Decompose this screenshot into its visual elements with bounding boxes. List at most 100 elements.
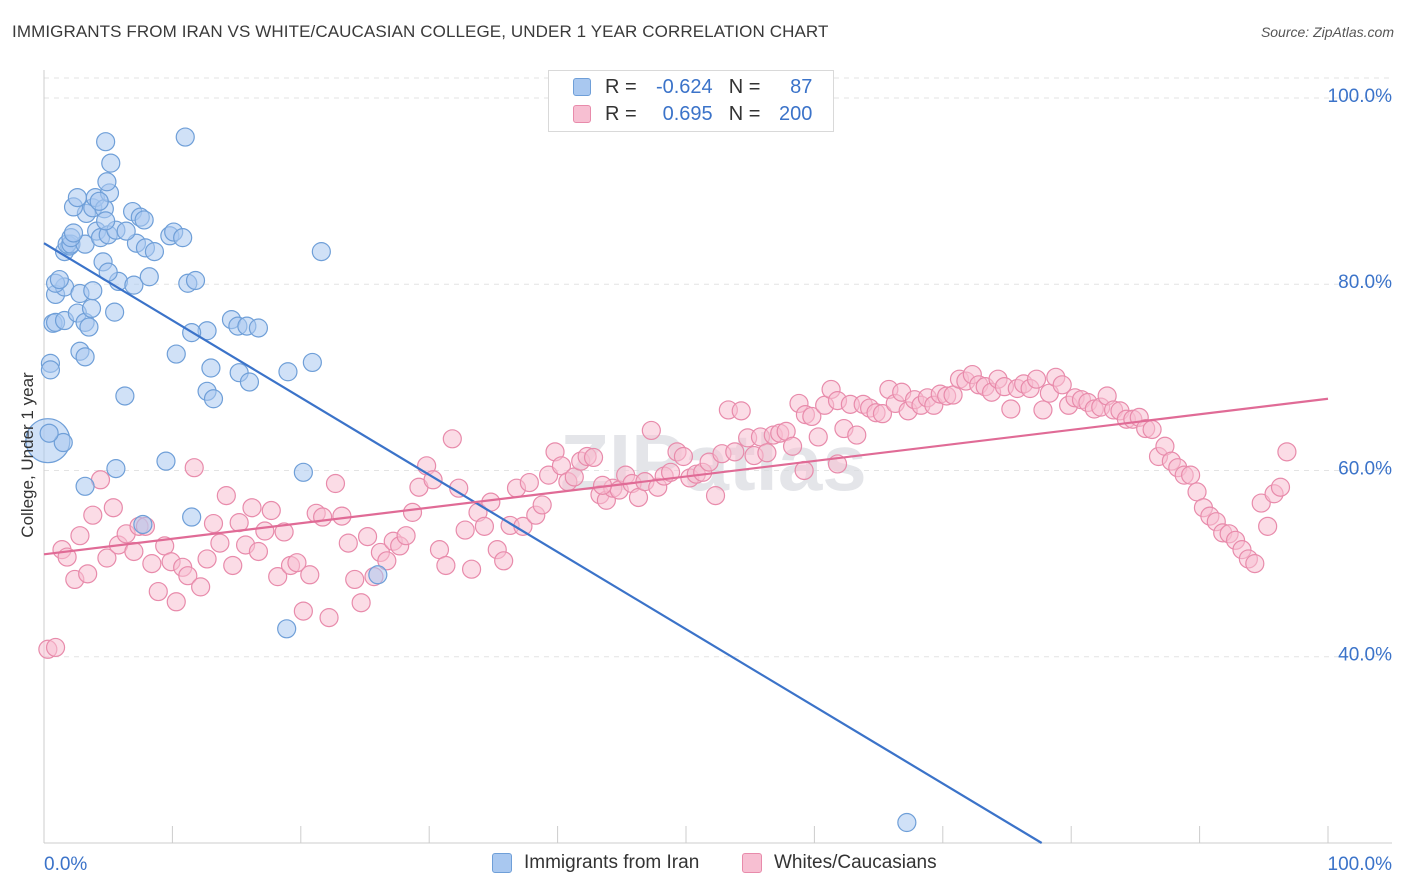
- data-point: [45, 637, 66, 658]
- data-point: [133, 514, 153, 535]
- data-point: [436, 555, 456, 576]
- y-tick-label: 60.0%: [1338, 458, 1392, 479]
- data-point: [67, 187, 87, 208]
- data-point: [519, 472, 539, 493]
- data-point: [345, 569, 365, 590]
- data-point: [142, 554, 162, 574]
- x-tick-label: 0.0%: [44, 854, 87, 875]
- data-point: [79, 317, 99, 337]
- data-point: [63, 223, 84, 243]
- chart-title: IMMIGRANTS FROM IRAN VS WHITE/CAUCASIAN …: [12, 22, 829, 41]
- legend-n-label: N =: [728, 102, 761, 125]
- data-point: [83, 505, 103, 525]
- data-point: [39, 423, 59, 443]
- y-tick-label: 80.0%: [1338, 272, 1392, 293]
- data-point: [210, 533, 230, 553]
- data-point: [1052, 375, 1072, 395]
- data-point: [731, 401, 751, 421]
- data-point: [641, 420, 661, 441]
- data-point: [185, 270, 206, 291]
- data-point: [139, 267, 159, 287]
- data-point: [293, 601, 313, 621]
- data-point: [705, 486, 726, 506]
- data-point: [673, 446, 694, 467]
- data-point: [311, 242, 331, 262]
- data-point: [134, 210, 154, 230]
- data-point: [248, 541, 269, 562]
- data-point: [97, 548, 117, 568]
- data-point: [1251, 493, 1271, 513]
- legend-item-iran: Immigrants from Iran: [492, 852, 699, 874]
- y-tick-label: 100.0%: [1328, 86, 1393, 107]
- data-point: [89, 191, 109, 211]
- data-point: [255, 521, 275, 541]
- trend-line: [43, 397, 1329, 556]
- data-point: [368, 565, 388, 585]
- data-point: [274, 522, 294, 542]
- data-point: [1142, 419, 1162, 440]
- series-immigrants-from-iran: [25, 127, 917, 833]
- data-point: [261, 500, 281, 521]
- data-point: [442, 429, 462, 449]
- legend-label-iran: Immigrants from Iran: [524, 852, 700, 873]
- data-point: [166, 592, 186, 612]
- data-point: [144, 242, 165, 262]
- legend-n-label: N =: [728, 75, 761, 98]
- data-point: [802, 406, 822, 427]
- data-point: [461, 559, 482, 579]
- data-point: [1277, 442, 1297, 462]
- data-point: [1258, 516, 1278, 536]
- data-point: [101, 153, 121, 173]
- data-point: [1270, 477, 1291, 497]
- data-point: [278, 362, 298, 382]
- data-point: [49, 269, 70, 290]
- data-point: [70, 526, 90, 546]
- data-point: [40, 360, 61, 380]
- data-point: [115, 386, 135, 406]
- data-point: [351, 593, 371, 613]
- data-point: [872, 404, 893, 424]
- data-point: [78, 564, 98, 584]
- data-point: [106, 459, 126, 479]
- data-point: [53, 432, 73, 453]
- trend-line: [43, 242, 1043, 844]
- data-point: [239, 372, 260, 392]
- legend-swatch-pink: [742, 853, 762, 873]
- data-point: [268, 567, 288, 587]
- data-point: [105, 302, 125, 322]
- data-point: [97, 172, 117, 192]
- data-point: [532, 495, 552, 515]
- data-point: [332, 506, 352, 526]
- data-point: [377, 551, 397, 571]
- data-point: [175, 127, 195, 147]
- data-point: [116, 221, 136, 241]
- source-label: Source: ZipAtlas.com: [1260, 24, 1394, 40]
- data-point: [203, 513, 224, 534]
- legend-swatch-pink: [573, 105, 591, 123]
- data-point: [83, 281, 103, 301]
- data-point: [808, 427, 828, 447]
- legend-r-label: R =: [605, 75, 637, 98]
- data-point: [1033, 400, 1053, 420]
- data-point: [1245, 554, 1265, 574]
- data-point: [539, 465, 559, 485]
- data-point: [494, 551, 514, 571]
- legend-n-value: 200: [779, 102, 813, 125]
- data-point: [325, 473, 346, 494]
- legend-label-whites: Whites/Caucasians: [774, 852, 937, 873]
- data-point: [402, 502, 423, 522]
- legend-row-iran: R = -0.624 N = 87: [573, 75, 812, 99]
- legend-r-label: R =: [605, 102, 637, 125]
- data-point: [156, 451, 176, 471]
- data-point: [757, 443, 777, 463]
- data-point: [96, 211, 116, 231]
- data-point: [319, 608, 339, 628]
- data-point: [178, 566, 198, 586]
- data-point: [124, 275, 144, 295]
- series-whites-caucasians: [38, 364, 1297, 659]
- data-point: [293, 462, 313, 482]
- data-point: [396, 526, 416, 546]
- legend-r-value: 0.695: [662, 102, 713, 125]
- data-point: [75, 476, 95, 496]
